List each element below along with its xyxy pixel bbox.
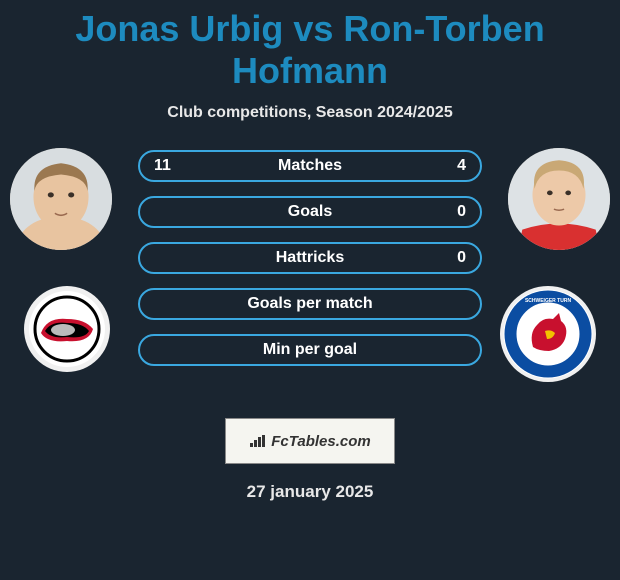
club-left-badge bbox=[24, 286, 110, 372]
stat-label: Matches bbox=[278, 157, 342, 175]
player-left-portrait-icon bbox=[10, 148, 112, 250]
stat-rows: 11 Matches 4 Goals 0 Hattricks 0 Goals per matc… bbox=[138, 150, 482, 380]
stat-label: Goals bbox=[288, 203, 332, 221]
stat-row: Goals 0 bbox=[138, 196, 482, 228]
stat-label: Hattricks bbox=[276, 249, 344, 267]
stat-row: Goals per match bbox=[138, 288, 482, 320]
stat-value-right: 4 bbox=[457, 157, 466, 175]
player-right-avatar bbox=[508, 148, 610, 250]
player-left-avatar bbox=[10, 148, 112, 250]
stats-area: SCHWEIGER TURN 11Matches4Goals0Hattricks… bbox=[0, 152, 620, 412]
player-right-portrait-icon bbox=[508, 148, 610, 250]
club-left-logo-icon bbox=[27, 289, 107, 369]
watermark: FcTables.com bbox=[225, 418, 395, 464]
stat-row: Hattricks 0 bbox=[138, 242, 482, 274]
stat-label: Goals per match bbox=[247, 295, 372, 313]
stat-value-right: 0 bbox=[457, 203, 466, 221]
page-title: Jonas Urbig vs Ron-Torben Hofmann bbox=[0, 8, 620, 92]
stat-row: 11 Matches 4 bbox=[138, 150, 482, 182]
watermark-chart-icon bbox=[249, 434, 267, 448]
stat-label: Min per goal bbox=[263, 341, 357, 359]
subtitle: Club competitions, Season 2024/2025 bbox=[0, 104, 620, 122]
watermark-text: FcTables.com bbox=[271, 433, 370, 450]
stat-value-right: 0 bbox=[457, 249, 466, 267]
stat-row: Min per goal bbox=[138, 334, 482, 366]
club-right-logo-icon: SCHWEIGER TURN bbox=[503, 289, 593, 379]
club-right-badge: SCHWEIGER TURN bbox=[500, 286, 596, 382]
svg-text:SCHWEIGER TURN: SCHWEIGER TURN bbox=[525, 298, 572, 304]
date: 27 january 2025 bbox=[0, 482, 620, 502]
stat-value-left: 11 bbox=[154, 157, 171, 175]
